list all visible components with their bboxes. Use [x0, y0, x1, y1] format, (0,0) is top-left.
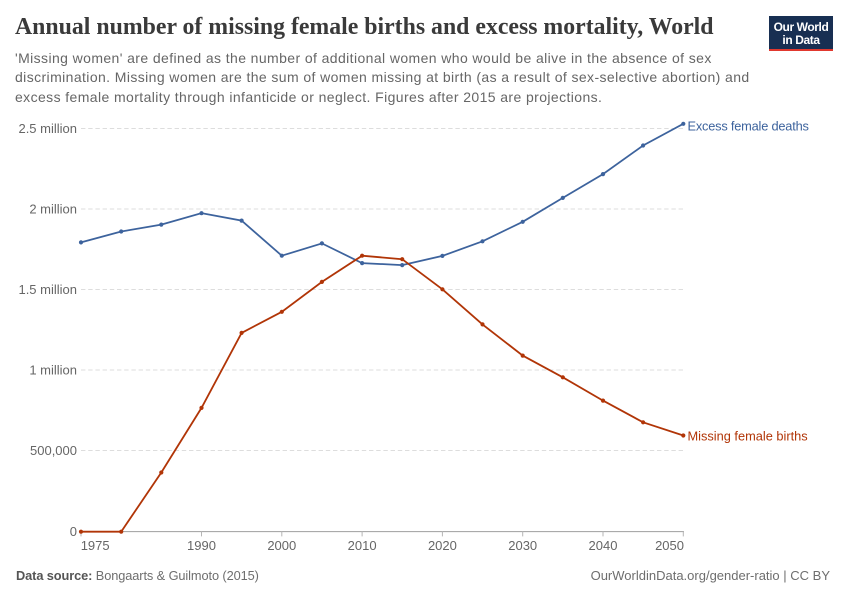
svg-text:2 million: 2 million [29, 202, 77, 217]
svg-text:2000: 2000 [267, 538, 296, 553]
svg-text:2.5 million: 2.5 million [18, 121, 77, 136]
svg-text:500,000: 500,000 [30, 443, 77, 458]
svg-text:Missing female births: Missing female births [688, 429, 808, 444]
svg-text:1990: 1990 [187, 538, 216, 553]
svg-text:0: 0 [70, 524, 77, 539]
svg-text:1975: 1975 [81, 538, 110, 553]
svg-text:2020: 2020 [428, 538, 457, 553]
svg-text:1 million: 1 million [29, 363, 77, 378]
svg-text:Excess female deaths: Excess female deaths [688, 119, 809, 134]
svg-text:2030: 2030 [508, 538, 537, 553]
svg-text:2040: 2040 [589, 538, 618, 553]
svg-text:1.5 million: 1.5 million [18, 282, 77, 297]
svg-text:2050: 2050 [655, 538, 684, 553]
svg-text:2010: 2010 [348, 538, 377, 553]
